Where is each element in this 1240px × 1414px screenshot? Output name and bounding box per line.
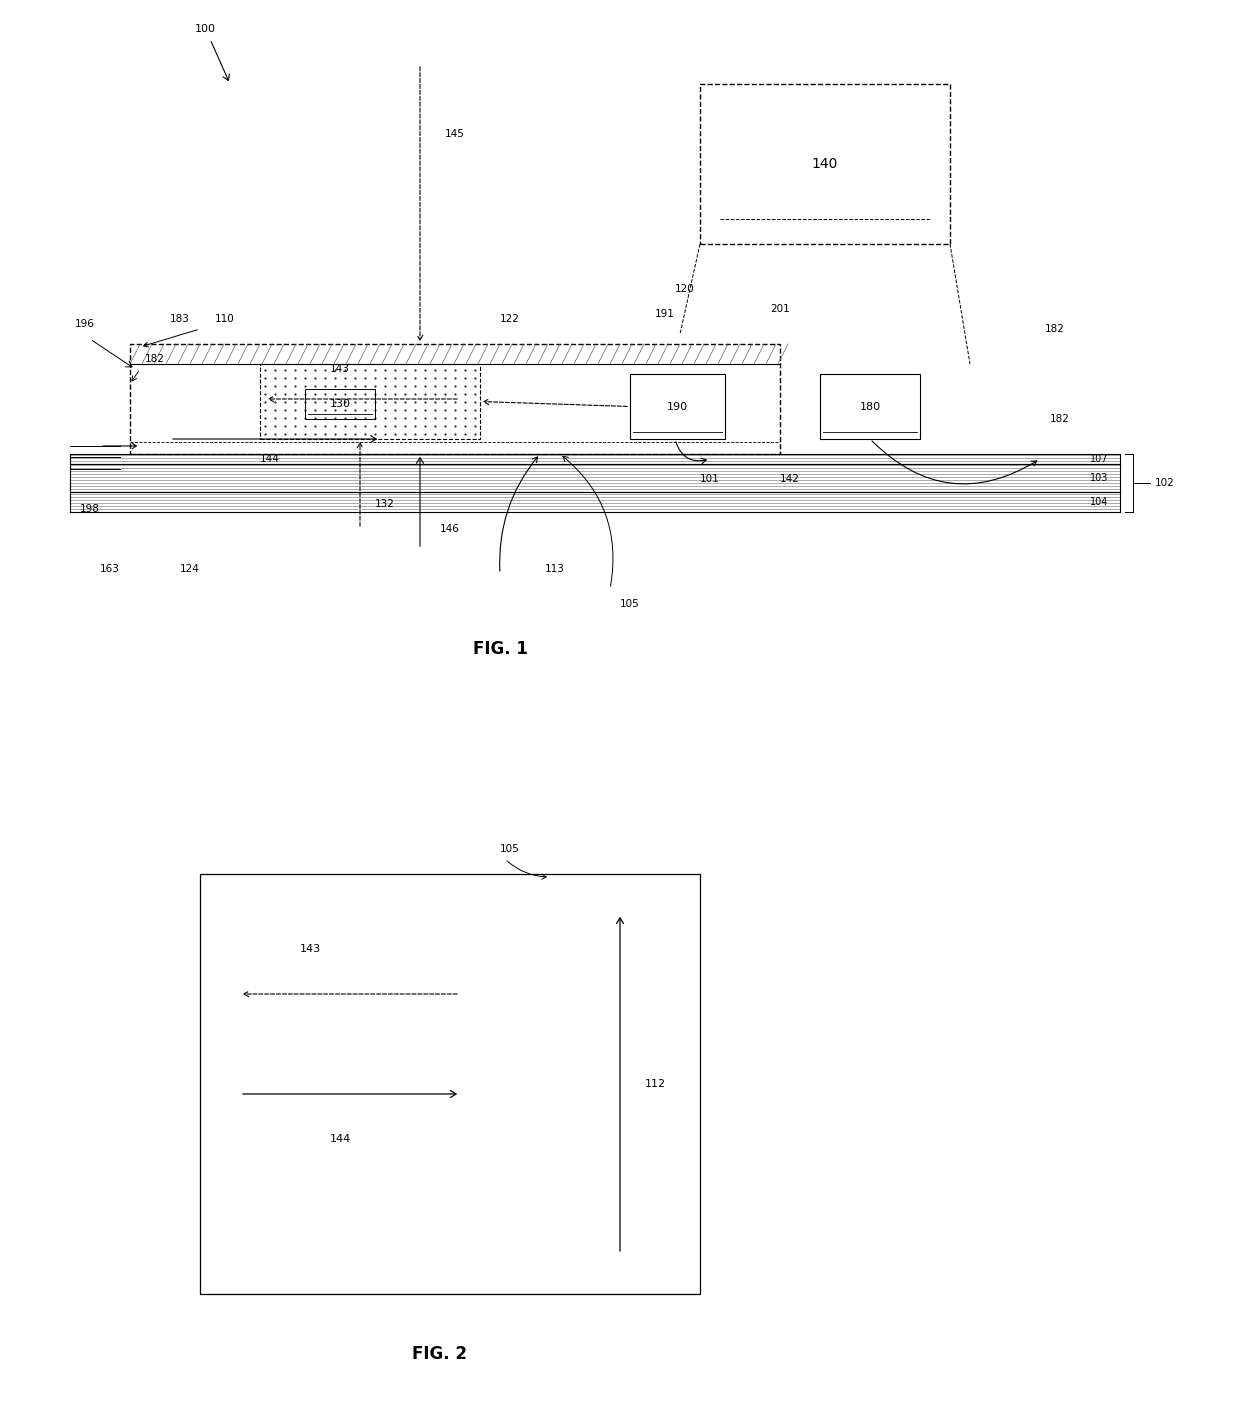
Text: 100: 100 xyxy=(195,24,216,34)
Bar xyxy=(701,83,950,245)
Text: 144: 144 xyxy=(260,454,280,464)
Text: 183: 183 xyxy=(170,314,190,324)
Text: 144: 144 xyxy=(330,1134,351,1144)
Text: 107: 107 xyxy=(1090,454,1109,464)
Text: 104: 104 xyxy=(1090,496,1109,508)
Text: 140: 140 xyxy=(812,157,838,171)
Text: 182: 182 xyxy=(1050,414,1070,424)
Text: 190: 190 xyxy=(667,402,688,411)
Text: 110: 110 xyxy=(215,314,234,324)
Text: 180: 180 xyxy=(859,402,880,411)
Text: 132: 132 xyxy=(374,499,394,509)
Text: 130: 130 xyxy=(330,399,351,409)
Text: 198: 198 xyxy=(81,503,100,515)
Text: 146: 146 xyxy=(440,525,460,534)
Text: 201: 201 xyxy=(770,304,790,314)
Bar xyxy=(305,389,374,419)
Bar xyxy=(630,373,725,438)
Text: 124: 124 xyxy=(180,564,200,574)
Text: 145: 145 xyxy=(445,129,465,139)
Bar xyxy=(130,344,780,454)
Text: FIG. 1: FIG. 1 xyxy=(472,641,527,658)
Bar xyxy=(200,874,701,1294)
Text: 102: 102 xyxy=(1154,478,1174,488)
Text: 142: 142 xyxy=(780,474,800,484)
Text: 122: 122 xyxy=(500,314,520,324)
Text: 191: 191 xyxy=(655,310,675,320)
Text: 101: 101 xyxy=(701,474,720,484)
Text: 105: 105 xyxy=(620,600,640,609)
Bar xyxy=(260,363,480,438)
Text: 120: 120 xyxy=(675,284,694,294)
Text: 105: 105 xyxy=(500,844,520,854)
Text: 143: 143 xyxy=(299,945,321,954)
Text: 196: 196 xyxy=(74,320,95,329)
Text: 182: 182 xyxy=(145,354,165,363)
Text: 163: 163 xyxy=(100,564,120,574)
Text: 143: 143 xyxy=(330,363,350,373)
Bar xyxy=(820,373,920,438)
Text: FIG. 2: FIG. 2 xyxy=(413,1345,467,1363)
Text: 182: 182 xyxy=(1045,324,1065,334)
Text: 112: 112 xyxy=(645,1079,666,1089)
Text: 113: 113 xyxy=(546,564,565,574)
Text: 103: 103 xyxy=(1090,474,1109,484)
